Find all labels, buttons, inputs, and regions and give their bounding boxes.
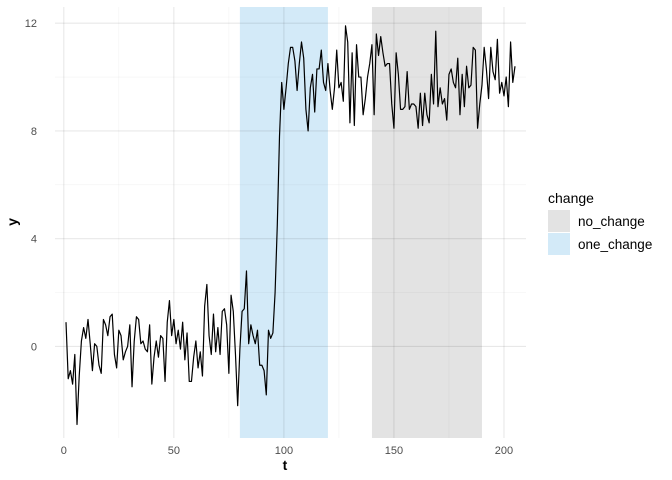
y-tick-label: 8 xyxy=(31,126,37,138)
y-tick-label: 12 xyxy=(25,18,37,30)
y-axis-ticks: 0 4 8 12 xyxy=(25,18,37,353)
x-tick-label: 100 xyxy=(275,445,293,457)
y-tick-label: 4 xyxy=(31,234,37,246)
legend-key-no-change xyxy=(548,210,570,232)
legend-key-one-change xyxy=(548,233,570,255)
legend-title: change xyxy=(548,190,594,206)
legend-label: one_change xyxy=(578,237,652,252)
x-tick-label: 50 xyxy=(168,445,180,457)
y-axis-title: y xyxy=(4,218,20,226)
x-tick-label: 200 xyxy=(495,445,513,457)
legend-label: no_change xyxy=(578,214,645,229)
highlight-regions xyxy=(239,7,482,438)
series-lines xyxy=(65,25,516,426)
x-axis-ticks: 0 50 100 150 200 xyxy=(61,445,513,457)
x-tick-label: 150 xyxy=(385,445,403,457)
legend: change no_change one_change xyxy=(548,190,652,255)
region-no-change xyxy=(371,7,482,438)
x-axis-title: t xyxy=(283,457,288,473)
series-line xyxy=(65,25,516,426)
major-gridlines xyxy=(55,7,526,438)
y-tick-label: 0 xyxy=(31,341,37,353)
x-tick-label: 0 xyxy=(61,445,67,457)
